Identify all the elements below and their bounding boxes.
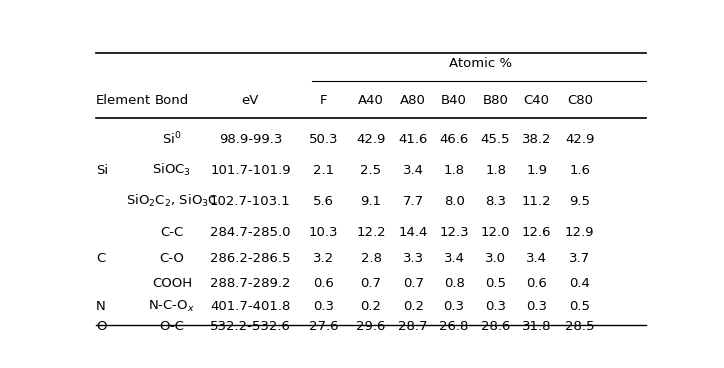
Text: 0.4: 0.4 — [569, 277, 590, 290]
Text: 401.7-401.8: 401.7-401.8 — [210, 300, 290, 313]
Text: 0.6: 0.6 — [313, 277, 334, 290]
Text: C: C — [96, 252, 106, 265]
Text: 9.5: 9.5 — [569, 195, 590, 208]
Text: 0.3: 0.3 — [485, 300, 506, 313]
Text: Bond: Bond — [155, 94, 189, 107]
Text: 12.2: 12.2 — [356, 226, 386, 239]
Text: 8.3: 8.3 — [485, 195, 506, 208]
Text: 45.5: 45.5 — [481, 132, 510, 146]
Text: 26.8: 26.8 — [439, 319, 468, 333]
Text: 284.7-285.0: 284.7-285.0 — [210, 226, 290, 239]
Text: 28.5: 28.5 — [565, 319, 594, 333]
Text: 42.9: 42.9 — [356, 132, 386, 146]
Text: 27.6: 27.6 — [308, 319, 338, 333]
Text: SiOC$_{3}$: SiOC$_{3}$ — [152, 162, 191, 178]
Text: 3.2: 3.2 — [313, 252, 334, 265]
Text: 8.0: 8.0 — [444, 195, 465, 208]
Text: 1.9: 1.9 — [526, 164, 547, 177]
Text: N: N — [96, 300, 106, 313]
Text: 12.3: 12.3 — [439, 226, 469, 239]
Text: O-C: O-C — [159, 319, 185, 333]
Text: A40: A40 — [358, 94, 384, 107]
Text: 11.2: 11.2 — [522, 195, 552, 208]
Text: 0.6: 0.6 — [526, 277, 547, 290]
Text: 0.7: 0.7 — [361, 277, 382, 290]
Text: 12.0: 12.0 — [481, 226, 510, 239]
Text: C80: C80 — [567, 94, 593, 107]
Text: 1.6: 1.6 — [569, 164, 590, 177]
Text: 28.7: 28.7 — [398, 319, 428, 333]
Text: 2.8: 2.8 — [361, 252, 382, 265]
Text: 12.6: 12.6 — [522, 226, 551, 239]
Text: 12.9: 12.9 — [565, 226, 594, 239]
Text: 288.7-289.2: 288.7-289.2 — [210, 277, 290, 290]
Text: 3.4: 3.4 — [444, 252, 465, 265]
Text: 2.1: 2.1 — [313, 164, 334, 177]
Text: 29.6: 29.6 — [356, 319, 386, 333]
Text: 0.3: 0.3 — [444, 300, 465, 313]
Text: 0.8: 0.8 — [444, 277, 465, 290]
Text: 102.7-103.1: 102.7-103.1 — [210, 195, 291, 208]
Text: B80: B80 — [483, 94, 508, 107]
Text: 101.7-101.9: 101.7-101.9 — [210, 164, 291, 177]
Text: 9.1: 9.1 — [361, 195, 382, 208]
Text: B40: B40 — [441, 94, 467, 107]
Text: Atomic %: Atomic % — [449, 57, 512, 71]
Text: 46.6: 46.6 — [439, 132, 468, 146]
Text: N-C-O$_{x}$: N-C-O$_{x}$ — [148, 299, 195, 314]
Text: F: F — [319, 94, 327, 107]
Text: 5.6: 5.6 — [313, 195, 334, 208]
Text: 532.2-532.6: 532.2-532.6 — [210, 319, 291, 333]
Text: C40: C40 — [523, 94, 550, 107]
Text: 7.7: 7.7 — [403, 195, 424, 208]
Text: 2.5: 2.5 — [361, 164, 382, 177]
Text: 28.6: 28.6 — [481, 319, 510, 333]
Text: 0.7: 0.7 — [403, 277, 424, 290]
Text: C-O: C-O — [159, 252, 185, 265]
Text: SiO$_{2}$C$_{2}$, SiO$_{3}$C: SiO$_{2}$C$_{2}$, SiO$_{3}$C — [126, 193, 218, 209]
Text: 38.2: 38.2 — [522, 132, 551, 146]
Text: 286.2-286.5: 286.2-286.5 — [210, 252, 290, 265]
Text: 50.3: 50.3 — [308, 132, 338, 146]
Text: 0.5: 0.5 — [485, 277, 506, 290]
Text: 0.2: 0.2 — [403, 300, 424, 313]
Text: 31.8: 31.8 — [522, 319, 551, 333]
Text: 3.4: 3.4 — [403, 164, 424, 177]
Text: Element: Element — [96, 94, 151, 107]
Text: 0.5: 0.5 — [569, 300, 590, 313]
Text: 3.4: 3.4 — [526, 252, 547, 265]
Text: Si$^{0}$: Si$^{0}$ — [162, 131, 182, 148]
Text: 0.3: 0.3 — [526, 300, 547, 313]
Text: 1.8: 1.8 — [485, 164, 506, 177]
Text: 42.9: 42.9 — [565, 132, 594, 146]
Text: C-C: C-C — [160, 226, 183, 239]
Text: 98.9-99.3: 98.9-99.3 — [219, 132, 282, 146]
Text: eV: eV — [242, 94, 259, 107]
Text: Si: Si — [96, 164, 108, 177]
Text: 3.3: 3.3 — [403, 252, 424, 265]
Text: 0.3: 0.3 — [313, 300, 334, 313]
Text: 14.4: 14.4 — [398, 226, 428, 239]
Text: 41.6: 41.6 — [398, 132, 428, 146]
Text: 0.2: 0.2 — [361, 300, 382, 313]
Text: 1.8: 1.8 — [444, 164, 465, 177]
Text: 3.0: 3.0 — [485, 252, 506, 265]
Text: O: O — [96, 319, 106, 333]
Text: A80: A80 — [400, 94, 426, 107]
Text: 3.7: 3.7 — [569, 252, 590, 265]
Text: 10.3: 10.3 — [308, 226, 338, 239]
Text: COOH: COOH — [152, 277, 192, 290]
